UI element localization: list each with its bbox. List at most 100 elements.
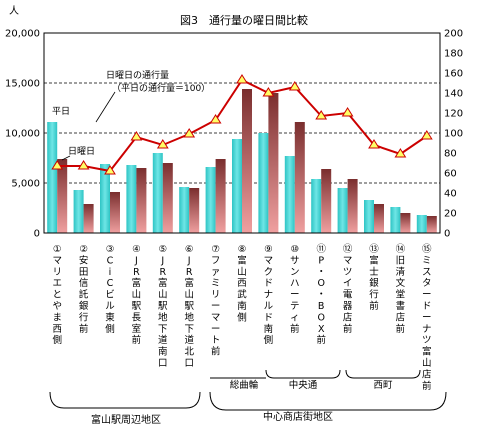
index-point — [288, 81, 301, 91]
left-axis-unit: 人 — [9, 5, 19, 17]
right-tick-label: 80 — [444, 149, 457, 160]
category-label-char: 西 — [52, 324, 62, 335]
category-label-char: 北 — [184, 347, 194, 358]
category-label-char: 前 — [290, 323, 300, 335]
bar-sunday — [426, 216, 437, 233]
right-tick-label: 200 — [444, 29, 463, 40]
category-label-char: ナ — [264, 290, 274, 301]
category-label-char: ⑨ — [264, 244, 273, 255]
category-label-char: ・ — [316, 290, 326, 301]
category-label-char: R — [186, 267, 193, 278]
index-point — [77, 160, 90, 170]
region-bracket-station — [49, 391, 201, 409]
category-label-char: 口 — [184, 358, 194, 369]
category-label-char: 富 — [184, 277, 194, 289]
bar-weekday — [390, 207, 401, 233]
category-label-char: 山 — [158, 290, 168, 301]
bar-weekday — [258, 133, 269, 233]
category-label-char: J — [187, 255, 191, 266]
category-label-char: C — [107, 278, 114, 289]
category-label-char: ン — [290, 267, 300, 278]
bar-sunday — [242, 89, 252, 233]
bar-weekday — [126, 165, 137, 233]
category-label-char: 駅 — [158, 301, 168, 312]
category-label-char: 前 — [132, 334, 142, 346]
bar-sunday — [268, 93, 279, 233]
category-label-char: マ — [52, 255, 62, 266]
index-point — [341, 107, 354, 117]
category-label-char: 電 — [343, 290, 353, 301]
category-label-char: ⑦ — [211, 244, 220, 255]
index-point — [130, 131, 143, 141]
region-label-station: 富山駅周辺地区 — [91, 413, 161, 426]
category-label-char: ト — [211, 335, 221, 346]
category-label-char: 駅 — [132, 301, 142, 312]
index-point — [394, 148, 407, 158]
category-label-char: 東 — [105, 311, 115, 323]
category-label-char: C — [107, 255, 114, 266]
index-point — [315, 110, 328, 120]
category-label-char: ⑩ — [291, 244, 300, 255]
left-tick-labels: 0 5,000 10,000 15,000 20,000 — [5, 29, 40, 240]
bar-sunday — [374, 204, 384, 233]
index-point — [104, 165, 116, 175]
right-tick-label: 40 — [444, 189, 457, 200]
category-label-char: 下 — [158, 324, 168, 335]
category-label-char: J — [134, 255, 138, 266]
category-label-char: 富 — [422, 346, 432, 358]
category-label-char: ビ — [105, 290, 115, 301]
category-label-char: 店 — [422, 368, 432, 380]
category-label-char: P — [318, 255, 324, 266]
category-label-char: O — [317, 312, 324, 323]
bar-weekday — [205, 167, 216, 233]
left-tick-label: 20,000 — [5, 29, 40, 40]
right-tick-label: 20 — [444, 209, 457, 220]
category-label-char: ー — [422, 290, 432, 301]
left-tick-label: 15,000 — [5, 79, 40, 90]
bar-sunday — [321, 169, 332, 233]
bar-sunday — [110, 192, 120, 233]
category-label-char: 旧 — [396, 255, 406, 266]
category-label-char: ⑧ — [238, 244, 247, 255]
legend-weekday: 平日 — [52, 106, 70, 117]
category-label-char: 店 — [343, 311, 353, 323]
index-point — [209, 114, 222, 124]
category-label-char: 託 — [79, 289, 89, 301]
subregion-bracket-chuodori — [265, 369, 341, 379]
category-label-char: テ — [290, 301, 300, 312]
category-label-char: マ — [211, 312, 221, 323]
legend-annotations: 日曜日の通行量 （平日の通行量＝100） 平日 日曜日 — [52, 69, 210, 161]
category-label-char: リ — [211, 290, 221, 301]
category-label-char: と — [52, 290, 62, 301]
category-label-char: ツ — [422, 335, 432, 346]
index-point — [156, 139, 169, 149]
category-label-char: ド — [264, 312, 274, 323]
index-point — [262, 87, 275, 97]
right-tick-label: 140 — [444, 89, 463, 100]
category-label-char: 南 — [237, 300, 247, 312]
right-tick-label: 180 — [444, 49, 463, 60]
category-label-char: イ — [343, 278, 353, 289]
category-label-char: ④ — [132, 244, 141, 255]
category-label-char: 前 — [316, 334, 326, 346]
category-label-char: ル — [105, 301, 115, 312]
category-label-char: 長 — [132, 312, 142, 323]
left-tick-label: 0 — [34, 229, 40, 240]
category-label-char: R — [133, 267, 140, 278]
subregion-label-sogawa: 総曲輪 — [230, 379, 259, 391]
category-label-char: ⑤ — [159, 244, 168, 255]
category-label-char: ー — [290, 290, 300, 301]
plot-frame — [43, 32, 441, 234]
right-tick-label: 0 — [444, 229, 450, 240]
category-label-char: ⑭ — [396, 244, 406, 255]
category-labels: ①マリエとやま西側②安田信託銀行前③CiCビル東側④JR富山駅長室前⑤JR富山駅… — [52, 244, 432, 392]
category-label-char: 安 — [79, 254, 89, 266]
bar-sunday — [83, 204, 94, 233]
category-label-char: 室 — [132, 323, 142, 335]
bar-sunday — [215, 159, 226, 233]
index-point — [420, 130, 433, 140]
category-label-char: ミ — [422, 255, 432, 266]
legend-sunday: 日曜日 — [68, 146, 95, 157]
category-label-char: ァ — [211, 267, 221, 278]
